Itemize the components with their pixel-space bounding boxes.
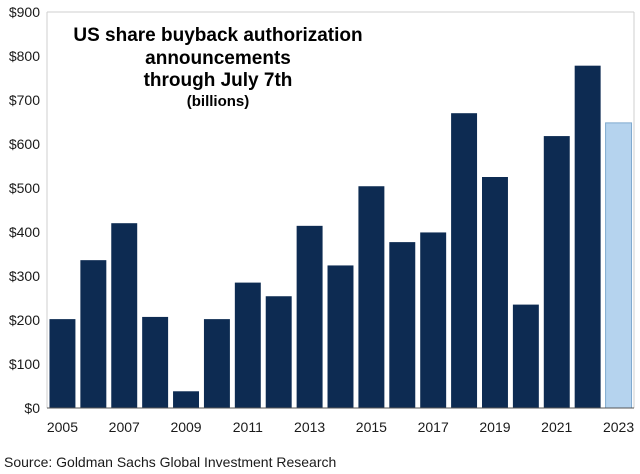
y-tick-label: $300 [9, 268, 40, 284]
bars-group [49, 65, 633, 409]
bar-2020 [512, 304, 539, 408]
bar-2007 [111, 223, 138, 408]
x-tick-label: 2011 [233, 419, 263, 435]
bar-2005 [49, 319, 76, 408]
bar-2015 [358, 186, 385, 408]
source-note: Source: Goldman Sachs Global Investment … [4, 454, 336, 470]
x-tick-label: 2017 [418, 419, 449, 435]
y-tick-label: $600 [9, 136, 40, 152]
bar-2009 [173, 391, 199, 408]
title-line-1: US share buyback authorization [73, 25, 362, 46]
title-line-3: through July 7th [144, 70, 293, 91]
y-tick-label: $800 [9, 48, 40, 64]
chart-title: US share buyback authorization announcem… [73, 25, 362, 110]
bar-2013 [296, 225, 323, 408]
x-tick-label: 2007 [109, 419, 140, 435]
bar-2019 [482, 177, 508, 408]
bar-2022 [574, 65, 601, 409]
axes-group [46, 11, 635, 409]
y-tick-label: $200 [9, 312, 40, 328]
y-tick-label: $0 [24, 400, 40, 416]
x-tick-label: 2005 [47, 419, 78, 435]
bar-2016 [389, 242, 416, 408]
title-subtitle: (billions) [187, 93, 250, 110]
x-tick-label: 2023 [603, 419, 634, 435]
y-axis-labels: $0 $100 $200 $300 $400 $500 $600 $700 $800 $900 [9, 4, 40, 416]
y-tick-label: $100 [9, 356, 40, 372]
bar-2012 [265, 296, 292, 408]
title-line-2: announcements [145, 48, 291, 69]
y-tick-label: $500 [9, 180, 40, 196]
y-tick-label: $900 [9, 4, 40, 20]
bar-2006 [80, 260, 107, 408]
y-tick-label: $700 [9, 92, 40, 108]
x-axis-labels: 2005 2007 2009 2011 2013 2015 2017 2019 2021 2023 [47, 419, 634, 435]
x-tick-label: 2013 [294, 419, 325, 435]
bar-2014 [327, 265, 354, 408]
bar-2021 [543, 136, 570, 408]
bar-2017 [420, 232, 447, 408]
x-tick-label: 2019 [479, 419, 510, 435]
bar-2018 [451, 113, 478, 408]
x-tick-label: 2009 [170, 419, 201, 435]
y-tick-label: $400 [9, 224, 40, 240]
bar-2008 [142, 316, 169, 408]
x-tick-label: 2015 [356, 419, 387, 435]
bar-2011 [234, 282, 261, 408]
bar-2010 [203, 319, 230, 408]
x-tick-label: 2021 [541, 419, 572, 435]
bar-2023 [605, 122, 633, 409]
